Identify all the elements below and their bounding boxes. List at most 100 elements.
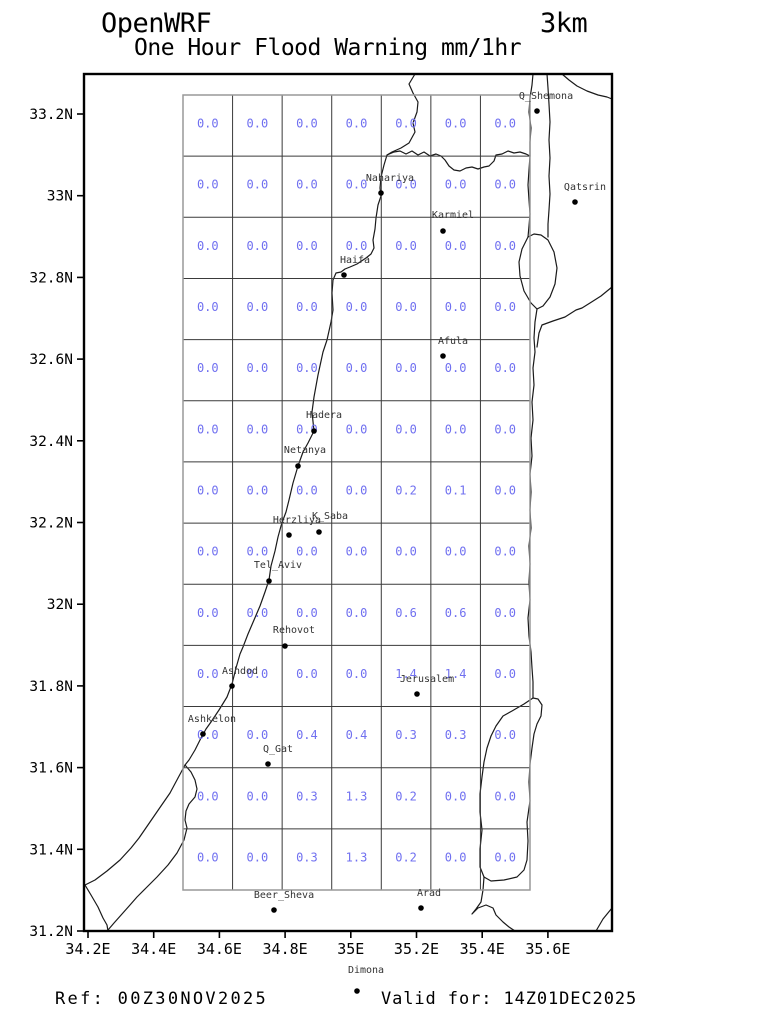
grid-value: 0.0: [197, 484, 219, 498]
lon-tick-label: 34.8E: [263, 940, 308, 958]
lat-tick-label: 31.8N: [29, 679, 73, 695]
lat-tick-label: 32N: [47, 597, 73, 613]
grid-value: 0.0: [395, 178, 417, 192]
grid-value: 0.0: [494, 667, 516, 681]
grid-value: 0.0: [445, 789, 467, 803]
map-outline-sea-of-galilee: [518, 233, 558, 310]
lat-tick-label: 32.6N: [29, 352, 73, 368]
grid-value: 0.0: [296, 484, 318, 498]
grid-value: 0.0: [395, 239, 417, 253]
grid-value: 0.0: [296, 361, 318, 375]
grid-value: 1.3: [346, 850, 368, 864]
city-label-jerusalem: Jerusalem: [400, 674, 454, 685]
city-label-q_shemona: Q_Shemona: [519, 91, 573, 102]
grid-value: 0.0: [445, 117, 467, 131]
grid-value: 1.3: [346, 789, 368, 803]
city-label-rehovot: Rehovot: [273, 625, 315, 636]
grid-value: 0.0: [346, 117, 368, 131]
city-dot-q_shemona: [534, 108, 540, 114]
city-dot-tel_aviv: [266, 578, 272, 584]
grid-value: 0.3: [395, 728, 417, 742]
lat-tick-label: 32.2N: [29, 516, 73, 532]
axes-box: [82, 72, 614, 933]
city-label-tel_aviv: Tel_Aviv: [254, 560, 302, 571]
grid-value: 0.0: [494, 850, 516, 864]
lon-tick-label: 34.2E: [65, 940, 110, 958]
grid-value: 0.0: [494, 361, 516, 375]
grid-value: 0.3: [296, 850, 318, 864]
city-dot-k_saba: [316, 529, 322, 535]
grid-value: 0.0: [247, 484, 269, 498]
city-label-beer_sheva: Beer_Sheva: [254, 890, 314, 901]
grid-value: 0.0: [494, 178, 516, 192]
city-label-arad: Arad: [417, 888, 441, 899]
grid-value: 0.0: [247, 850, 269, 864]
lon-tick-label: 34.6E: [197, 940, 242, 958]
lat-tick-label: 31.6N: [29, 761, 73, 777]
city-label-karmiel: Karmiel: [432, 210, 474, 221]
city-label-nahariya: Nahariya: [366, 173, 414, 184]
grid-value: 0.0: [247, 667, 269, 681]
lat-tick-label: 31.4N: [29, 842, 73, 858]
grid-value: 0.0: [494, 789, 516, 803]
grid-value: 0.0: [197, 545, 219, 559]
map-outline-yarmouk-border: [536, 286, 613, 348]
grid-value: 0.6: [445, 606, 467, 620]
map-outline-jordan-east: [546, 73, 551, 238]
city-dot-jerusalem: [414, 691, 420, 697]
lat-tick-label: 33N: [47, 189, 73, 205]
city-label-herzliya: Herzliya: [273, 515, 321, 526]
grid-value: 0.0: [247, 300, 269, 314]
grid-value: 0.3: [296, 789, 318, 803]
city-label-ashkelon: Ashkelon: [188, 714, 236, 725]
grid-value: 0.4: [296, 728, 318, 742]
grid-value: 0.0: [296, 239, 318, 253]
grid-value: 0.0: [494, 422, 516, 436]
city-label-haifa: Haifa: [340, 255, 370, 266]
grid-value: 0.0: [197, 239, 219, 253]
ref-time-label: Ref: 00Z30NOV2025: [55, 989, 269, 1009]
grid-value: 0.0: [445, 850, 467, 864]
city-dot-ashkelon: [200, 731, 206, 737]
grid-value: 0.0: [445, 545, 467, 559]
grid-value: 0.3: [445, 728, 467, 742]
grid-value: 0.0: [445, 300, 467, 314]
grid-value: 0.0: [346, 361, 368, 375]
grid-value: 0.2: [395, 789, 417, 803]
grid-value: 0.4: [346, 728, 368, 742]
grid-value: 0.0: [346, 239, 368, 253]
grid-value: 0.0: [395, 422, 417, 436]
grid-value: 0.0: [197, 667, 219, 681]
grid-value: 0.2: [395, 484, 417, 498]
lat-tick-label: 32.8N: [29, 270, 73, 286]
grid-value: 0.1: [445, 484, 467, 498]
map-outline-south-of-dead-sea: [471, 876, 516, 932]
city-dot-nahariya: [378, 190, 384, 196]
grid-value: 0.0: [197, 300, 219, 314]
city-dot-dimona: [354, 988, 360, 994]
grid-value: 0.0: [247, 606, 269, 620]
lon-tick-label: 35.2E: [394, 940, 439, 958]
grid-value: 0.0: [494, 484, 516, 498]
grid-value: 0.0: [296, 300, 318, 314]
grid-value: 0.0: [247, 422, 269, 436]
grid-value: 0.0: [445, 361, 467, 375]
grid-value: 0.0: [247, 239, 269, 253]
grid-value: 0.0: [346, 422, 368, 436]
valid-time-label: Valid for: 14Z01DEC2025: [381, 989, 638, 1009]
grid-frame: [182, 94, 531, 891]
grid-value: 1.4: [395, 667, 417, 681]
grid-value: 0.0: [247, 789, 269, 803]
grid-value: 0.0: [296, 545, 318, 559]
grid-value: 0.0: [247, 178, 269, 192]
lat-tick-label: 31.2N: [29, 924, 73, 940]
city-label-dimona: Dimona: [348, 965, 384, 976]
city-label-afula: Afula: [438, 336, 468, 347]
city-label-ashdod: Ashdod: [222, 666, 258, 677]
plot-subtitle: One Hour Flood Warning mm/1hr: [134, 35, 522, 61]
grid-value: 0.0: [494, 728, 516, 742]
map-outline-egypt-border: [84, 884, 109, 932]
grid-value: 1.4: [445, 667, 467, 681]
